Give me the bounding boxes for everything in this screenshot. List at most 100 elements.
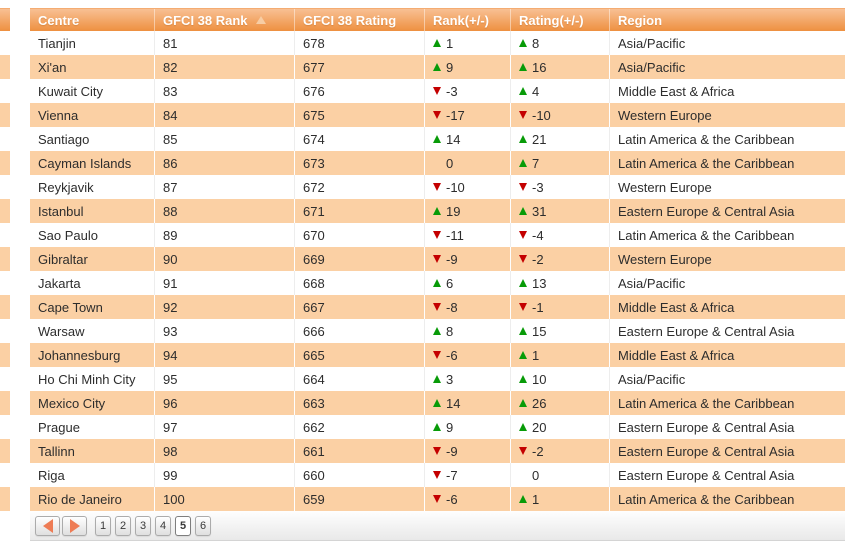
previous-page-button[interactable] — [35, 515, 60, 536]
sliver-header — [0, 8, 10, 31]
page-button-3[interactable]: 3 — [135, 515, 151, 536]
region-cell: Western Europe — [618, 107, 712, 123]
rank-change-arrow-icon — [433, 87, 441, 95]
rating-change-value: -3 — [532, 179, 544, 195]
rank-change-value: -9 — [446, 251, 458, 267]
rating-change-value: 16 — [532, 59, 547, 75]
centre-cell: Rio de Janeiro — [30, 487, 155, 511]
rank-change-cell: 3 — [425, 367, 511, 391]
column-label: Rank(+/-) — [433, 12, 489, 28]
centre-cell: Reykjavik — [30, 175, 155, 199]
sliver-row — [0, 247, 10, 271]
rating-change-cell: -10 — [511, 103, 610, 127]
rating-change-value: 10 — [532, 371, 547, 387]
column-header-rating-change[interactable]: Rating(+/-) — [511, 9, 610, 31]
centre-cell: Istanbul — [30, 199, 155, 223]
rank-change-arrow-icon — [433, 447, 441, 455]
table-row: Mexico City 96 663 14 26 Latin America &… — [30, 391, 845, 415]
rating-change-cell: 16 — [511, 55, 610, 79]
rank-change-cell: -9 — [425, 247, 511, 271]
column-header-rank-change[interactable]: Rank(+/-) — [425, 9, 511, 31]
rating-cell: 662 — [295, 415, 425, 439]
rating-cell: 668 — [295, 271, 425, 295]
next-page-button[interactable] — [62, 515, 87, 536]
rating-cell: 674 — [295, 127, 425, 151]
column-header-gfci-rating[interactable]: GFCI 38 Rating — [295, 9, 425, 31]
page-button-6[interactable]: 6 — [195, 515, 211, 536]
rating-change-value: -10 — [532, 107, 551, 123]
rank-change-cell: -3 — [425, 79, 511, 103]
rating-change-arrow-icon — [519, 183, 527, 191]
table-row: Warsaw 93 666 8 15 Eastern Europe & Cent… — [30, 319, 845, 343]
centre-cell: Prague — [30, 415, 155, 439]
rank-change-value: -7 — [446, 467, 458, 483]
rating-cell: 669 — [295, 247, 425, 271]
centre-cell: Xi'an — [30, 55, 155, 79]
sliver-row — [0, 79, 10, 103]
rank-cell: 100 — [155, 487, 295, 511]
rank-change-cell: -11 — [425, 223, 511, 247]
rating-change-cell: -2 — [511, 439, 610, 463]
centre-cell: Cayman Islands — [30, 151, 155, 175]
rank-cell: 98 — [155, 439, 295, 463]
rank-cell: 94 — [155, 343, 295, 367]
sliver-row — [0, 55, 10, 79]
column-header-gfci-rank[interactable]: GFCI 38 Rank — [155, 9, 295, 31]
column-header-centre[interactable]: Centre — [30, 9, 155, 31]
region-cell: Asia/Pacific — [618, 35, 686, 51]
table-row: Rio de Janeiro 100 659 -6 1 Latin Americ… — [30, 487, 845, 511]
region-cell: Middle East & Africa — [618, 299, 735, 315]
table-row: Tallinn 98 661 -9 -2 Eastern Europe & Ce… — [30, 439, 845, 463]
sliver-row — [0, 199, 10, 223]
page-button-5[interactable]: 5 — [175, 515, 191, 536]
region-cell: Western Europe — [618, 251, 712, 267]
rank-change-arrow-icon — [433, 255, 441, 263]
page-button-1[interactable]: 1 — [95, 515, 111, 536]
table-row: Xi'an 82 677 9 16 Asia/Pacific — [30, 55, 845, 79]
rating-cell: 670 — [295, 223, 425, 247]
rating-change-cell: 26 — [511, 391, 610, 415]
rating-change-value: 31 — [532, 203, 547, 219]
rating-change-arrow-icon — [519, 231, 527, 239]
sliver-row — [0, 127, 10, 151]
region-cell: Asia/Pacific — [618, 275, 686, 291]
rank-change-value: 14 — [446, 131, 461, 147]
rating-change-cell: 21 — [511, 127, 610, 151]
centre-cell: Gibraltar — [30, 247, 155, 271]
rating-change-value: 20 — [532, 419, 547, 435]
rank-change-arrow-icon — [433, 375, 441, 383]
rating-change-value: 7 — [532, 155, 540, 171]
column-header-region[interactable]: Region — [610, 9, 845, 31]
table-row: Cayman Islands 86 673 0 7 Latin America … — [30, 151, 845, 175]
rank-change-arrow-icon — [433, 471, 441, 479]
rank-change-value: -17 — [446, 107, 465, 123]
sliver-row — [0, 223, 10, 247]
rank-cell: 93 — [155, 319, 295, 343]
table-row: Santiago 85 674 14 21 Latin America & th… — [30, 127, 845, 151]
sliver-row — [0, 439, 10, 463]
rank-change-cell: 0 — [425, 151, 511, 175]
rank-change-cell: 9 — [425, 415, 511, 439]
rank-change-arrow-icon — [433, 231, 441, 239]
page-button-2[interactable]: 2 — [115, 515, 131, 536]
rank-change-value: 14 — [446, 395, 461, 411]
rating-change-cell: -1 — [511, 295, 610, 319]
rank-change-cell: -6 — [425, 487, 511, 511]
rank-change-value: -11 — [446, 227, 464, 243]
rank-change-arrow-icon — [433, 207, 441, 215]
table-header-row: Centre GFCI 38 Rank GFCI 38 Rating Rank(… — [30, 8, 845, 31]
rank-cell: 87 — [155, 175, 295, 199]
rank-cell: 90 — [155, 247, 295, 271]
rank-change-cell: -7 — [425, 463, 511, 487]
region-cell: Latin America & the Caribbean — [618, 155, 795, 171]
rating-change-value: 1 — [532, 347, 540, 363]
rank-change-value: 9 — [446, 419, 454, 435]
rank-change-arrow-icon — [433, 135, 441, 143]
rating-change-cell: 10 — [511, 367, 610, 391]
rating-change-arrow-icon — [519, 423, 527, 431]
rating-change-cell: 15 — [511, 319, 610, 343]
rating-change-value: -2 — [532, 443, 544, 459]
rating-cell: 659 — [295, 487, 425, 511]
page-button-4[interactable]: 4 — [155, 515, 171, 536]
